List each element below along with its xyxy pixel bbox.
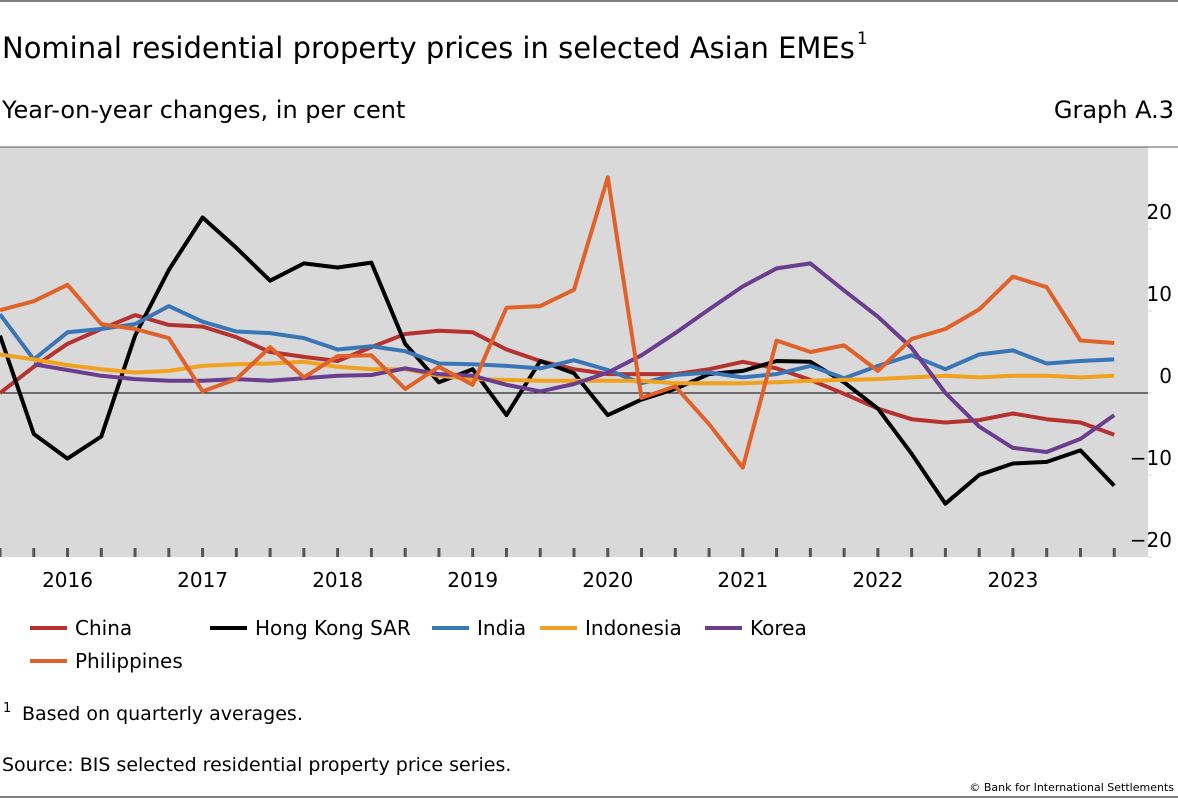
x-tick-label: 2020 (582, 568, 633, 592)
x-tick-label: 2018 (312, 568, 363, 592)
legend-label: Indonesia (585, 616, 682, 640)
legend-label: India (477, 616, 526, 640)
y-tick-label: 10 (1147, 282, 1172, 306)
x-tick-label: 2019 (447, 568, 498, 592)
series-line (33, 261, 1116, 454)
title-note: 1 (857, 29, 868, 49)
series-line (0, 304, 1115, 386)
legend-label: Hong Kong SAR (255, 616, 411, 640)
legend-label: China (75, 616, 132, 640)
series-line (0, 175, 1115, 470)
x-tick-label: 2023 (987, 568, 1038, 592)
copyright: © Bank for International Settlements (969, 781, 1174, 794)
graph-label: Graph A.3 (1054, 96, 1174, 124)
x-tick-label: 2022 (852, 568, 903, 592)
y-tick-label: −20 (1130, 528, 1172, 552)
source: Source: BIS selected residential propert… (2, 754, 511, 776)
footnote: Based on quarterly averages. (22, 703, 303, 725)
legend-label: Korea (750, 616, 807, 640)
x-tick-label: 2021 (717, 568, 768, 592)
series-line (0, 215, 1116, 506)
footnote-mark: 1 (3, 701, 11, 716)
plot-area (0, 147, 1148, 557)
y-tick-label: −10 (1130, 446, 1172, 470)
x-tick-label: 2017 (177, 568, 228, 592)
legend-label: Philippines (75, 649, 183, 673)
y-tick-label: 0 (1159, 364, 1172, 388)
x-tick-label: 2016 (42, 568, 93, 592)
chart-subtitle: Year-on-year changes, in per cent (1, 96, 405, 124)
chart-title: Nominal residential property prices in s… (2, 31, 855, 65)
y-tick-label: 20 (1147, 200, 1172, 224)
